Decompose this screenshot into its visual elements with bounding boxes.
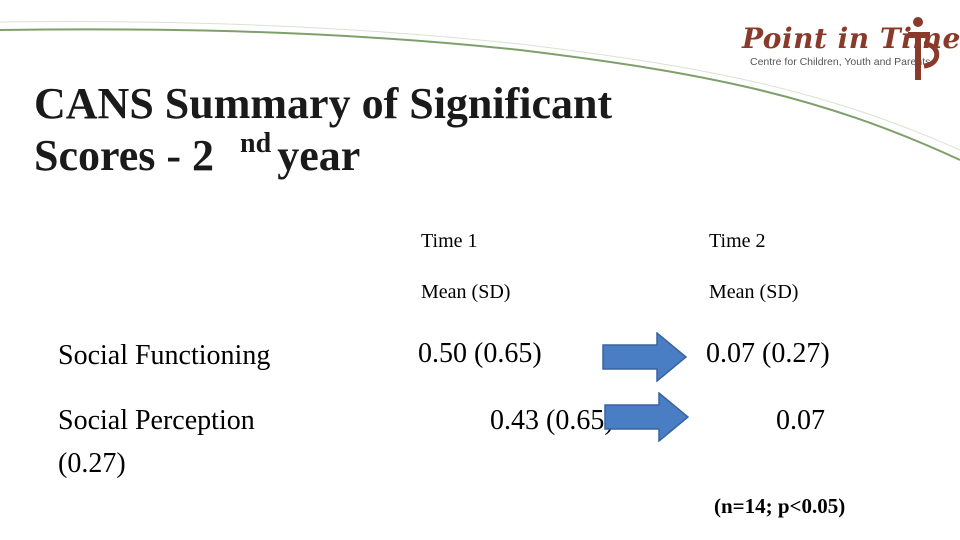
row-label-social-perception: Social Perception <box>58 405 255 436</box>
header-time-2: Time 2 <box>709 230 766 252</box>
point-in-time-logo: Point in Time Centre for Children, Youth… <box>736 14 960 84</box>
arrow-right-icon <box>602 332 688 382</box>
slide-title: CANS Summary of Significant Scores - 2 nd… <box>34 78 612 188</box>
figure-mark-icon <box>908 17 940 80</box>
row-label-social-perception-cont: (0.27) <box>58 448 126 479</box>
header-time-1: Time 1 <box>421 230 478 252</box>
title-superscript: nd <box>240 128 272 159</box>
row1-time2-value: 0.07 (0.27) <box>706 338 830 369</box>
row1-time1-value: 0.50 (0.65) <box>418 338 542 369</box>
title-line-2-pre: Scores - 2 <box>34 131 215 180</box>
sample-note: (n=14; p<0.05) <box>714 494 846 518</box>
arrow-right-icon <box>604 392 690 442</box>
title-line-2-post: year <box>277 131 361 180</box>
logo-tagline: Centre for Children, Youth and Parents <box>750 56 931 68</box>
header-stat-2: Mean (SD) <box>709 281 799 303</box>
header-stat-1: Mean (SD) <box>421 281 511 303</box>
row2-time2-value: 0.07 <box>776 405 825 436</box>
title-line-1: CANS Summary of Significant <box>34 79 613 128</box>
row2-time1-value: 0.43 (0.65) <box>490 405 614 436</box>
row-label-social-functioning: Social Functioning <box>58 340 271 371</box>
logo-name: Point in Time <box>742 22 960 55</box>
